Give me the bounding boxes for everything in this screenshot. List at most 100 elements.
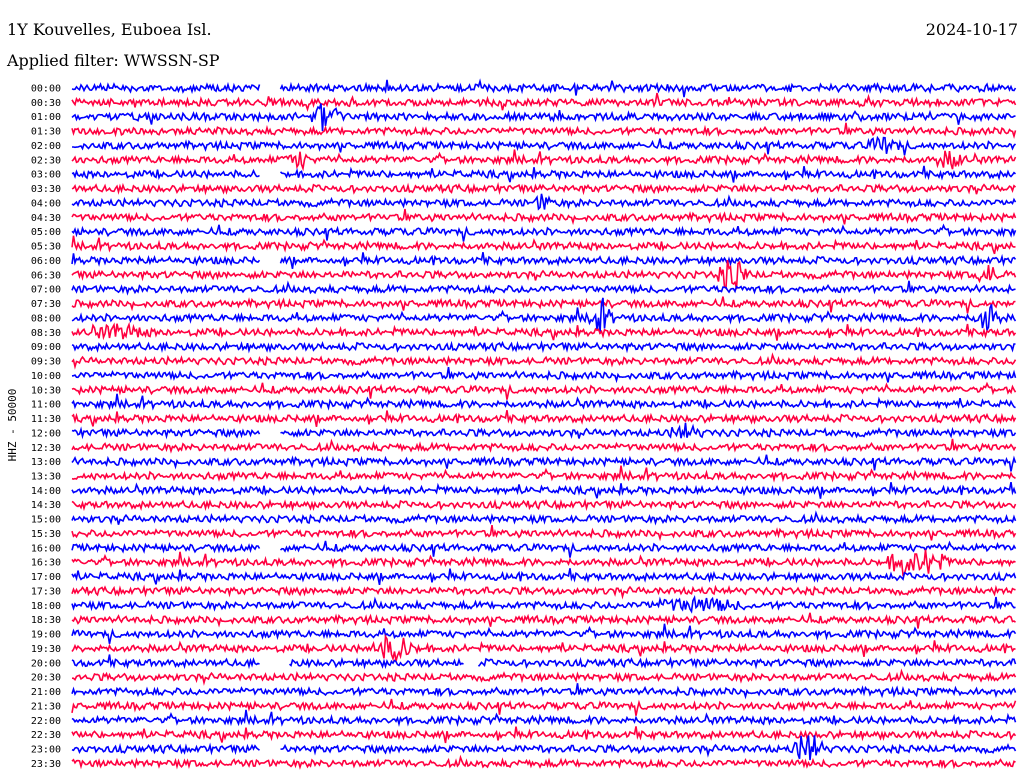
row-time-label: 12:30 [31,443,61,454]
trace-row-1600 [71,540,1017,558]
trace-row-2100 [71,683,1017,700]
row-time-label: 13:30 [31,471,61,482]
row-time-label: 10:00 [31,371,61,382]
row-time-label: 01:30 [31,127,61,138]
trace-row-2330 [71,754,1016,770]
row-time-label: 21:30 [31,701,61,712]
trace-row-1930 [71,633,1016,662]
row-time-label: 23:30 [31,759,61,770]
trace-row-0200 [72,135,1017,156]
trace-row-0400 [71,193,1017,211]
trace-row-1330 [71,465,1016,483]
row-time-label: 18:30 [31,615,61,626]
date-label: 2024-10-17 [925,20,1018,39]
row-time-label: 20:00 [31,658,61,669]
trace-row-1700 [71,568,1017,586]
row-time-label: 09:30 [31,357,61,368]
row-time-label: 12:00 [31,428,61,439]
row-time-label: 13:00 [31,457,61,468]
trace-row-1030 [71,381,1017,400]
trace-row-0630 [71,259,1017,290]
trace-row-0030 [71,92,1017,112]
trace-row-2300 [71,735,1017,761]
trace-row-2230 [71,726,1017,744]
row-time-label: 02:00 [31,141,61,152]
trace-row-0730 [71,296,1016,314]
trace-row-0300 [71,165,1016,183]
trace-row-0430 [71,208,1017,226]
trace-row-1630 [71,549,1016,577]
trace-row-1900 [71,623,1017,644]
row-time-label: 06:00 [31,256,61,267]
trace-row-0830 [71,321,1017,341]
row-time-label: 04:00 [31,198,61,209]
trace-row-2130 [71,698,1017,716]
trace-row-1530 [71,524,1017,542]
trace-row-1000 [71,366,1017,384]
row-time-label: 08:00 [31,313,61,324]
trace-row-0500 [71,223,1017,242]
row-time-label: 00:30 [31,98,61,109]
row-tick-labels: 00:00 00:30 01:00 01:30 02:00 02:30 03:00 03:30… [31,84,61,770]
trace-row-0800 [71,297,1017,334]
row-time-label: 07:30 [31,299,61,310]
row-time-label: 00:00 [31,84,61,95]
y-axis-label: HHZ - 50000 [6,389,19,462]
trace-row-0100 [71,103,1016,132]
row-time-label: 16:00 [31,543,61,554]
row-time-label: 15:30 [31,529,61,540]
trace-row-1830 [71,612,1016,629]
trace-row-0130 [71,122,1017,139]
row-time-label: 19:00 [31,630,61,641]
row-time-label: 09:00 [31,342,61,353]
row-time-label: 07:00 [31,285,61,296]
row-time-label: 19:30 [31,644,61,655]
trace-row-2200 [71,709,1017,728]
seismic-traces [71,78,1017,770]
trace-row-0230 [71,149,1017,172]
trace-row-1100 [71,393,1016,411]
trace-row-0930 [71,352,1017,370]
row-time-label: 03:30 [31,184,61,195]
trace-row-0600 [71,252,1017,269]
filter-label: Applied filter: WWSSN-SP [7,51,220,70]
trace-row-1130 [71,410,1017,427]
row-time-label: 14:00 [31,486,61,497]
row-time-label: 04:30 [31,213,61,224]
trace-row-1730 [71,584,1016,600]
station-title: 1Y Kouvelles, Euboea Isl. [7,20,212,39]
row-time-label: 15:00 [31,515,61,526]
trace-row-1430 [71,498,1017,512]
row-time-label: 05:30 [31,242,61,253]
trace-row-0900 [71,340,1016,354]
row-time-label: 02:30 [31,155,61,166]
trace-row-1300 [71,454,1017,472]
row-time-label: 22:30 [31,730,61,741]
row-time-label: 22:00 [31,716,61,727]
row-time-label: 18:00 [31,601,61,612]
row-time-label: 16:30 [31,558,61,569]
row-time-label: 03:00 [31,170,61,181]
row-time-label: 05:00 [31,227,61,238]
row-time-label: 06:30 [31,270,61,281]
trace-row-0330 [71,182,1017,196]
trace-row-1800 [71,595,1016,614]
trace-row-0530 [71,235,1016,255]
trace-row-1230 [71,438,1017,454]
row-time-label: 10:30 [31,385,61,396]
row-time-label: 20:30 [31,673,61,684]
row-time-label: 17:30 [31,586,61,597]
trace-row-0700 [71,280,1016,296]
trace-row-0000 [71,78,1017,98]
row-time-label: 21:00 [31,687,61,698]
row-time-label: 11:00 [31,400,61,411]
row-time-label: 14:30 [31,500,61,511]
row-time-label: 08:30 [31,328,61,339]
trace-row-1200 [71,422,1017,440]
trace-row-1400 [71,481,1017,499]
row-time-label: 11:30 [31,414,61,425]
trace-row-1500 [71,510,1017,526]
row-time-label: 17:00 [31,572,61,583]
row-time-label: 23:00 [31,745,61,756]
